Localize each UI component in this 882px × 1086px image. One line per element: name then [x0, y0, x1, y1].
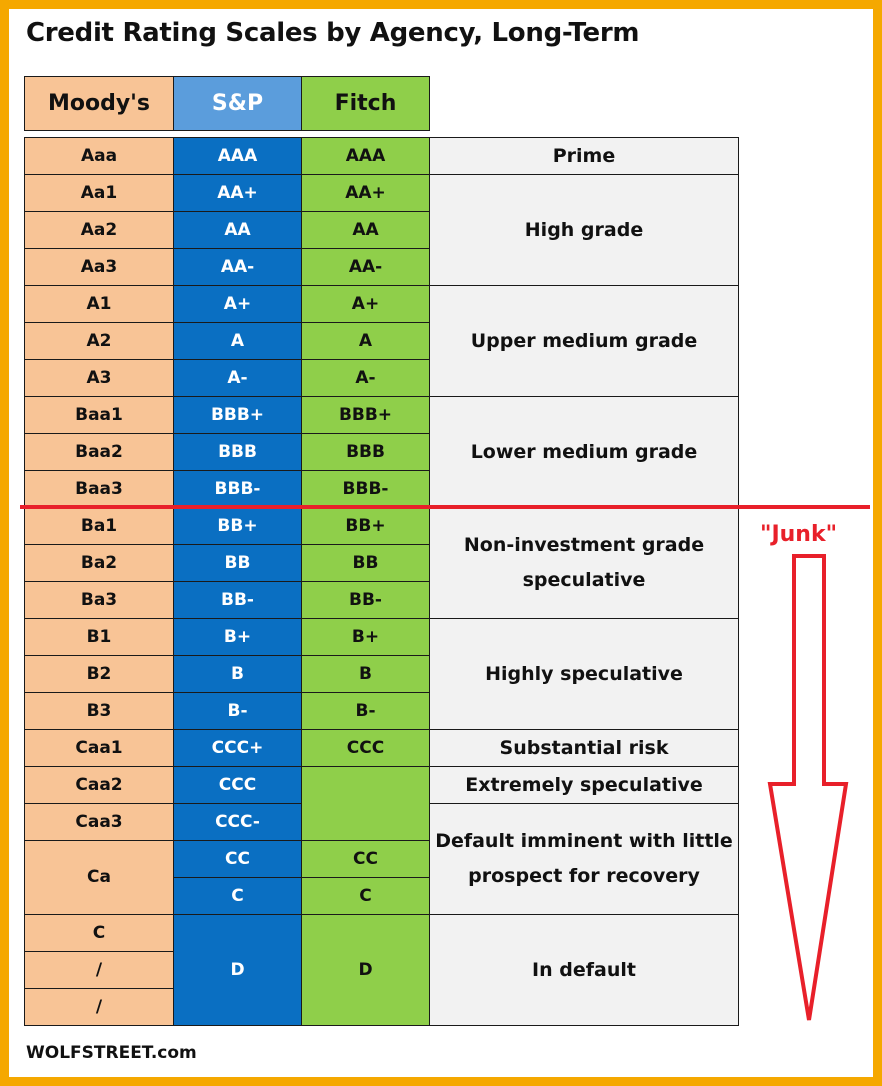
fitch-rating: B+	[301, 618, 430, 656]
sp-rating: AA	[173, 211, 302, 249]
sp-rating: C	[173, 877, 302, 915]
sp-rating: A+	[173, 285, 302, 323]
fitch-rating: AA-	[301, 248, 430, 286]
moodys-rating: Caa1	[24, 729, 174, 767]
fitch-rating: BB	[301, 544, 430, 582]
moodys-rating: Baa2	[24, 433, 174, 471]
fitch-rating: AA	[301, 211, 430, 249]
moodys-rating: Ca	[24, 840, 174, 915]
moodys-rating: Aaa	[24, 137, 174, 175]
grade-description: Extremely speculative	[429, 766, 739, 804]
moodys-rating: C	[24, 914, 174, 952]
moodys-rating: Aa2	[24, 211, 174, 249]
fitch-rating: BB+	[301, 507, 430, 545]
sp-rating: A-	[173, 359, 302, 397]
sp-rating: BBB	[173, 433, 302, 471]
fitch-rating: A+	[301, 285, 430, 323]
grade-description: Prime	[429, 137, 739, 175]
sp-rating: BB	[173, 544, 302, 582]
sp-rating: CC	[173, 840, 302, 878]
sp-rating: BBB-	[173, 470, 302, 508]
grade-description: Lower medium grade	[429, 396, 739, 508]
grade-description: Upper medium grade	[429, 285, 739, 397]
moodys-rating: A3	[24, 359, 174, 397]
grade-description: Substantial risk	[429, 729, 739, 767]
moodys-rating: Ba3	[24, 581, 174, 619]
moodys-rating: A1	[24, 285, 174, 323]
moodys-rating: A2	[24, 322, 174, 360]
fitch-rating: B	[301, 655, 430, 693]
header-moodys: Moody's	[24, 76, 174, 131]
chart-title: Credit Rating Scales by Agency, Long-Ter…	[26, 18, 640, 48]
grade-description: In default	[429, 914, 739, 1026]
sp-rating: AA-	[173, 248, 302, 286]
fitch-rating: B-	[301, 692, 430, 730]
junk-label: "Junk"	[760, 522, 838, 547]
junk-threshold-line	[20, 505, 870, 509]
moodys-rating: /	[24, 951, 174, 989]
moodys-rating: Caa3	[24, 803, 174, 841]
fitch-rating: BBB-	[301, 470, 430, 508]
moodys-rating: /	[24, 988, 174, 1026]
moodys-rating: B3	[24, 692, 174, 730]
header-sp: S&P	[173, 76, 302, 131]
source-footer: WOLFSTREET.com	[26, 1043, 197, 1063]
fitch-rating: CC	[301, 840, 430, 878]
fitch-rating: AA+	[301, 174, 430, 212]
moodys-rating: Aa1	[24, 174, 174, 212]
sp-rating: D	[173, 914, 302, 1026]
sp-rating: B-	[173, 692, 302, 730]
grade-description: High grade	[429, 174, 739, 286]
fitch-rating: BBB	[301, 433, 430, 471]
sp-rating: A	[173, 322, 302, 360]
fitch-rating: C	[301, 877, 430, 915]
sp-rating: BB+	[173, 507, 302, 545]
grade-description: Highly speculative	[429, 618, 739, 730]
fitch-rating	[301, 766, 430, 841]
moodys-rating: Baa3	[24, 470, 174, 508]
sp-rating: CCC	[173, 766, 302, 804]
junk-arrow-icon	[767, 554, 849, 1021]
moodys-rating: Caa2	[24, 766, 174, 804]
moodys-rating: Ba2	[24, 544, 174, 582]
sp-rating: CCC-	[173, 803, 302, 841]
moodys-rating: B1	[24, 618, 174, 656]
fitch-rating: AAA	[301, 137, 430, 175]
fitch-rating: BB-	[301, 581, 430, 619]
grade-description: Non-investment grade speculative	[429, 507, 739, 619]
fitch-rating: BBB+	[301, 396, 430, 434]
fitch-rating: CCC	[301, 729, 430, 767]
sp-rating: B	[173, 655, 302, 693]
sp-rating: BB-	[173, 581, 302, 619]
grade-description: Default imminent with little prospect fo…	[429, 803, 739, 915]
fitch-rating: A	[301, 322, 430, 360]
moodys-rating: B2	[24, 655, 174, 693]
sp-rating: AA+	[173, 174, 302, 212]
sp-rating: AAA	[173, 137, 302, 175]
fitch-rating: D	[301, 914, 430, 1026]
sp-rating: BBB+	[173, 396, 302, 434]
moodys-rating: Aa3	[24, 248, 174, 286]
fitch-rating: A-	[301, 359, 430, 397]
moodys-rating: Baa1	[24, 396, 174, 434]
header-fitch: Fitch	[301, 76, 430, 131]
moodys-rating: Ba1	[24, 507, 174, 545]
sp-rating: CCC+	[173, 729, 302, 767]
sp-rating: B+	[173, 618, 302, 656]
